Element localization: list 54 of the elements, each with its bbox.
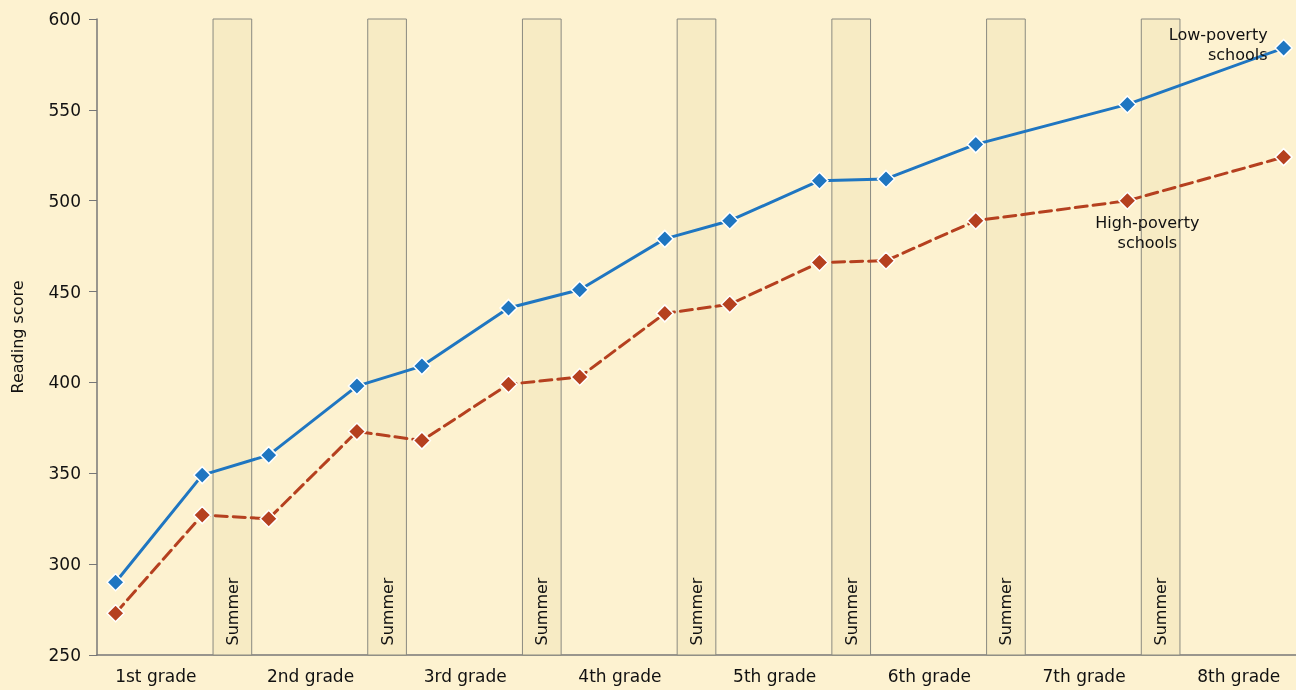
y-tick-label: 600: [48, 9, 81, 29]
band-label: Summer: [687, 577, 706, 646]
point: [655, 229, 675, 249]
point: [412, 356, 432, 376]
x-tick-label: 3rd grade: [423, 665, 507, 686]
point: [810, 253, 829, 272]
x-tick-label: 7th grade: [1042, 665, 1126, 686]
point: [499, 298, 518, 318]
y-tick-label: 450: [48, 281, 81, 302]
point: [720, 211, 740, 230]
band-label: Summer: [222, 577, 242, 646]
point: [259, 445, 278, 465]
x-tick-label: 2nd grade: [266, 665, 355, 686]
point: [192, 505, 212, 525]
point: [876, 169, 896, 189]
point: [655, 304, 675, 323]
point: [192, 465, 212, 485]
point: [570, 367, 589, 387]
band-label: Summer: [841, 577, 861, 646]
point: [106, 573, 125, 592]
point: [966, 135, 985, 154]
y-tick-label: 550: [48, 99, 81, 120]
series-label: Low-poverty schools: [1168, 24, 1268, 64]
x-tick-label: 4th grade: [578, 665, 662, 686]
x-tick-label: 8th grade: [1197, 665, 1281, 686]
y-axis-title: Reading score: [7, 280, 27, 394]
y-tick-label: 500: [48, 190, 81, 211]
point: [1274, 147, 1293, 167]
band-label: Summer: [1151, 577, 1171, 646]
point: [876, 251, 896, 270]
point: [1274, 38, 1293, 58]
band-label: Summer: [377, 577, 397, 646]
band-label: Summer: [532, 577, 552, 646]
point: [570, 280, 589, 299]
x-tick-label: 1st grade: [115, 665, 197, 686]
x-tick-label: 6th grade: [887, 665, 971, 686]
band-label: Summer: [996, 577, 1016, 646]
y-tick-label: 350: [48, 463, 81, 484]
y-tick-label: 300: [48, 554, 81, 575]
point: [1118, 191, 1137, 210]
y-tick-label: 250: [48, 645, 81, 665]
point: [106, 603, 125, 623]
point: [259, 509, 278, 528]
point: [810, 171, 829, 190]
x-tick-label: 5th grade: [733, 665, 817, 686]
series-label: High-poverty schools: [1095, 213, 1200, 253]
point: [412, 431, 432, 450]
point: [499, 375, 518, 394]
point: [347, 376, 367, 396]
y-tick-label: 400: [48, 372, 81, 393]
point: [347, 422, 367, 441]
point: [966, 211, 985, 230]
point: [1118, 95, 1137, 114]
point: [720, 295, 740, 314]
